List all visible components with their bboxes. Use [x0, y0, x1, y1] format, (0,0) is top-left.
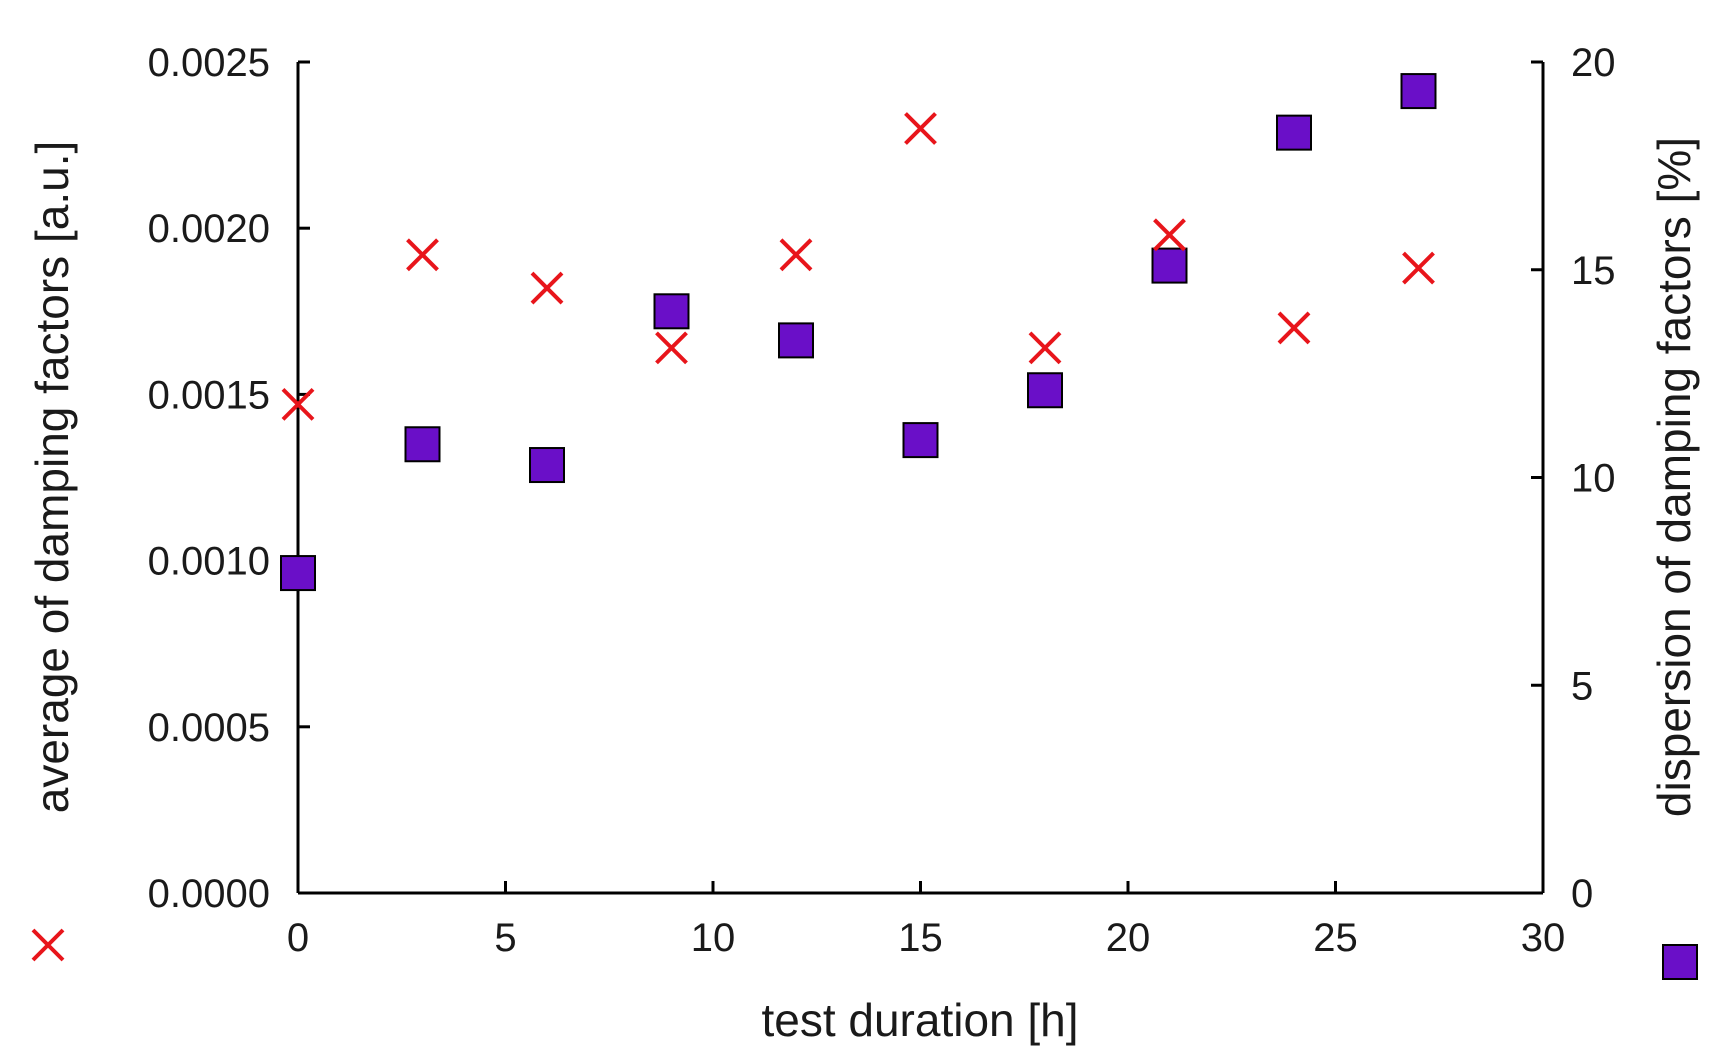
dispersion-point: [1027, 372, 1063, 409]
average-point: [655, 331, 688, 365]
legend-square-mark: [1662, 944, 1698, 980]
dispersion-point: [1276, 114, 1312, 151]
average-point: [1402, 251, 1435, 285]
dispersion-point: [902, 422, 939, 459]
y-right-tick-label: 5: [1571, 664, 1593, 708]
y-right-ticks-group: 0 5 10 15 20: [1531, 41, 1616, 916]
dispersion-point: [529, 447, 565, 484]
average-point: [904, 112, 937, 145]
x-axis-title: test duration [h]: [761, 994, 1078, 1046]
x-ticks-group: 0 5 10 15 20 25 30: [287, 881, 1565, 960]
average-point: [779, 238, 813, 272]
legend-cross-icon: [31, 928, 65, 962]
x-tick-label: 30: [1521, 916, 1566, 960]
dispersion-point: [778, 322, 814, 359]
dispersion-point: [653, 293, 690, 330]
average-point: [1277, 311, 1311, 345]
average-point: [281, 387, 315, 421]
dispersion-point: [1400, 73, 1437, 110]
y-left-tick-label: 0.0005: [148, 706, 270, 750]
y-left-ticks-group: 0.0000 0.0005 0.0010 0.0015 0.0020 0.0025: [148, 41, 310, 916]
y-left-tick-label: 0.0015: [148, 373, 270, 417]
y-left-tick-label: 0.0020: [148, 207, 270, 251]
y-left-tick-label: 0.0025: [148, 41, 270, 85]
dispersion-series: [280, 73, 1437, 592]
axes-group: [296, 62, 1545, 895]
average-point: [1153, 218, 1186, 252]
y-right-tick-label: 20: [1571, 41, 1616, 85]
dispersion-point: [1151, 247, 1188, 284]
average-series: [281, 112, 1435, 421]
x-tick-label: 15: [898, 916, 943, 960]
y-left-tick-label: 0.0000: [148, 872, 270, 916]
average-point: [1028, 331, 1062, 365]
average-point: [530, 271, 564, 305]
x-tick-label: 20: [1106, 916, 1151, 960]
right-y-axis-title: dispersion of damping factors [%]: [1648, 137, 1700, 817]
dispersion-point: [404, 426, 441, 463]
legend-cross-mark: [31, 928, 65, 962]
y-left-tick-label: 0.0010: [148, 540, 270, 584]
y-right-tick-label: 10: [1571, 457, 1616, 501]
legend-square-icon: [1662, 944, 1698, 980]
dispersion-point: [280, 555, 316, 592]
x-tick-label: 5: [494, 916, 516, 960]
left-y-axis-title: average of damping factors [a.u.]: [26, 141, 78, 814]
x-tick-label: 10: [691, 916, 736, 960]
average-point: [406, 238, 439, 272]
y-right-tick-label: 15: [1571, 249, 1616, 293]
y-right-tick-label: 0: [1571, 872, 1593, 916]
x-tick-label: 25: [1313, 916, 1358, 960]
x-tick-label: 0: [287, 916, 309, 960]
